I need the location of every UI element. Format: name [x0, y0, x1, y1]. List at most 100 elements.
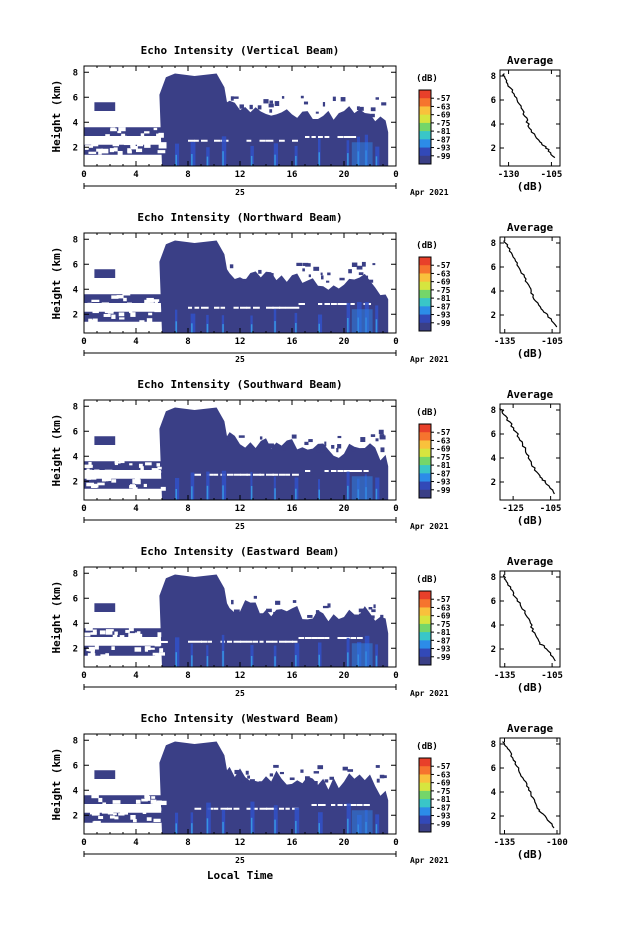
colorbar-swatch — [419, 306, 431, 316]
speckle — [281, 96, 285, 99]
gap — [130, 143, 136, 148]
speckle — [247, 775, 251, 779]
speckle — [279, 771, 284, 775]
gap — [112, 143, 120, 147]
echo-core — [318, 152, 320, 166]
echo-core — [250, 324, 253, 333]
speckle — [272, 780, 278, 786]
echo-column — [250, 315, 253, 333]
colorbar-tick-label: -69 — [436, 612, 451, 621]
gap — [102, 802, 107, 808]
gap — [141, 798, 148, 802]
gap — [100, 654, 108, 658]
echo-core — [375, 319, 378, 333]
speckle — [249, 779, 255, 784]
speckle — [358, 272, 364, 276]
colorbar-swatch — [419, 440, 431, 450]
bright-band — [259, 640, 264, 643]
average-frame — [499, 236, 561, 334]
date-month-year: Apr 2021 — [410, 355, 449, 364]
intense-patch — [351, 476, 373, 500]
colorbar-swatch — [419, 432, 431, 441]
colorbar-tick-label: -87 — [436, 135, 451, 144]
intense-patch — [351, 142, 373, 166]
average-title: Average — [507, 555, 554, 568]
speckle — [269, 773, 274, 777]
bright-band — [305, 470, 311, 472]
gap — [153, 818, 161, 823]
colorbar-swatch — [419, 155, 431, 165]
speckle — [237, 444, 241, 447]
bright-band — [207, 473, 214, 476]
bright-band — [279, 306, 286, 309]
bright-band — [240, 640, 247, 643]
y-tick-label: 2 — [73, 143, 78, 153]
bright-band — [188, 306, 193, 309]
gap — [157, 632, 162, 638]
gap — [154, 802, 160, 806]
intense-patch — [351, 810, 373, 834]
average-y-tick-label: 8 — [491, 740, 496, 750]
y-tick-label: 8 — [73, 736, 78, 746]
echo-column — [318, 812, 323, 834]
x-tick-label: 4 — [133, 337, 139, 347]
echo-region — [159, 741, 389, 834]
speckle — [257, 105, 262, 110]
bright-band — [233, 640, 242, 643]
gap — [132, 640, 137, 646]
bright-band — [240, 473, 248, 476]
average-y-tick-label: 2 — [491, 144, 496, 154]
average-profile-line — [499, 407, 555, 495]
gap — [84, 464, 92, 469]
speckle — [259, 613, 265, 616]
bright-band — [331, 470, 337, 472]
speckle — [227, 438, 232, 442]
echo-core — [318, 489, 320, 500]
panel-title: Echo Intensity (Northward Beam) — [137, 211, 342, 224]
gap — [99, 630, 106, 635]
colorbar-tick-label: -63 — [436, 603, 451, 612]
gap — [139, 320, 145, 325]
gap — [146, 297, 154, 303]
colorbar-tick-label: -57 — [436, 595, 451, 604]
colorbar-tick-label: -69 — [436, 779, 451, 788]
speckle — [233, 96, 239, 99]
gap — [135, 148, 143, 153]
bright-band — [246, 139, 252, 142]
bright-band — [292, 473, 299, 476]
panel-title: Echo Intensity (Eastward Beam) — [141, 545, 340, 558]
colorbar-tick-label: -57 — [436, 94, 451, 103]
speckle — [360, 437, 366, 443]
y-tick-label: 4 — [73, 619, 79, 629]
gap — [144, 795, 151, 801]
colorbar-tick-label: -87 — [436, 469, 451, 478]
gap — [128, 636, 133, 641]
y-axis-label: Height (km) — [50, 748, 63, 821]
gap — [119, 317, 125, 320]
colorbar-tick-label: -81 — [436, 795, 451, 804]
speckle — [229, 105, 233, 110]
bright-band — [292, 306, 300, 309]
colorbar-tick-label: -87 — [436, 302, 451, 311]
gap — [132, 818, 137, 823]
bright-band — [272, 473, 279, 476]
gap — [105, 629, 114, 632]
gap — [85, 145, 94, 148]
echo-core — [347, 153, 349, 166]
speckle — [370, 113, 375, 118]
echo-core — [175, 321, 177, 333]
gap — [154, 807, 162, 811]
colorbar-unit: (dB) — [416, 241, 438, 251]
bright-band — [207, 640, 212, 643]
speckle — [315, 610, 320, 615]
gap — [84, 632, 91, 637]
speckle — [372, 263, 376, 266]
y-tick-label: 6 — [73, 594, 78, 604]
speckle — [273, 764, 279, 768]
echo-layer-low — [84, 628, 162, 637]
gap — [114, 461, 121, 464]
colorbar-swatch — [419, 656, 431, 666]
gap — [105, 308, 109, 313]
bright-band — [337, 136, 344, 138]
gap — [111, 295, 119, 299]
